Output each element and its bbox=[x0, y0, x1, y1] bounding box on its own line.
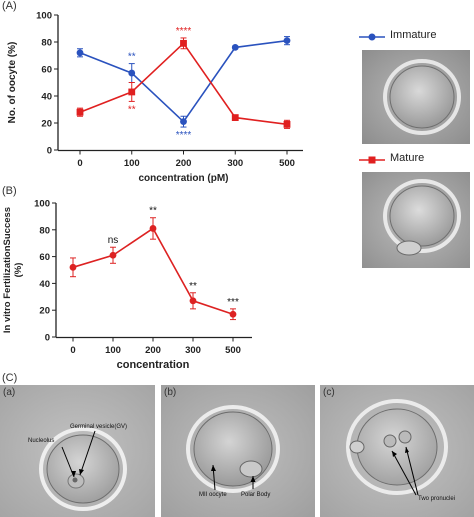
two-pronuclei-label: Two pronuclei bbox=[418, 496, 456, 502]
nucleolus-label: Nucleolus bbox=[28, 438, 55, 444]
panel-label-b: (B) bbox=[2, 185, 17, 197]
significance-label: *** bbox=[227, 297, 239, 308]
y-axis-label: (%) bbox=[13, 263, 24, 278]
micrograph-c-label: (c) bbox=[323, 387, 335, 398]
x-tick-label: 100 bbox=[105, 345, 121, 356]
significance-label: **** bbox=[176, 26, 192, 37]
y-tick-label: 20 bbox=[39, 306, 50, 317]
chart-b: 0 20 40 60 80 100 0 100 200 300 500 concentration In… bbox=[2, 199, 252, 371]
y-tick-label: 100 bbox=[34, 199, 50, 210]
y-tick-label: 40 bbox=[39, 279, 50, 290]
data-point bbox=[180, 118, 187, 126]
y-tick-label: 0 bbox=[45, 333, 50, 344]
data-point bbox=[69, 263, 77, 271]
polar-body-label: Polar Body bbox=[241, 492, 271, 498]
significance-label: ** bbox=[128, 52, 136, 63]
data-point bbox=[76, 49, 84, 57]
legend-mature-marker bbox=[359, 156, 385, 164]
x-tick-label: 300 bbox=[185, 345, 201, 356]
y-tick-label: 0 bbox=[47, 146, 52, 157]
x-tick-label: 200 bbox=[145, 345, 161, 356]
y-tick-label: 60 bbox=[41, 65, 52, 76]
y-tick-label: 100 bbox=[36, 11, 52, 22]
legend-immature-label: Immature bbox=[390, 29, 437, 41]
immature-oocyte-photo bbox=[362, 50, 470, 144]
data-point bbox=[231, 44, 239, 51]
y-tick-label: 80 bbox=[39, 225, 50, 236]
x-tick-label: 500 bbox=[279, 158, 295, 169]
significance-label: **** bbox=[176, 130, 192, 141]
data-point bbox=[109, 251, 117, 259]
legend-immature-marker bbox=[359, 33, 385, 41]
y-axis-label: No. of oocyte (%) bbox=[7, 42, 18, 124]
panel-label-c: (C) bbox=[2, 372, 18, 384]
significance-label: ns bbox=[108, 235, 119, 246]
micrograph-b-label: (b) bbox=[164, 387, 177, 398]
series-line-0 bbox=[72, 227, 234, 315]
data-point bbox=[283, 120, 291, 128]
data-point bbox=[189, 297, 197, 305]
micrograph-a-label: (a) bbox=[3, 387, 16, 398]
y-tick-label: 80 bbox=[41, 38, 52, 49]
data-point bbox=[283, 37, 291, 45]
significance-label: ** bbox=[149, 206, 157, 217]
panel-label-a: (A) bbox=[2, 0, 17, 12]
data-point bbox=[128, 69, 136, 77]
mature-oocyte-photo bbox=[362, 172, 470, 268]
x-tick-label: 300 bbox=[227, 158, 243, 169]
significance-label: ** bbox=[189, 281, 197, 292]
x-axis-label: concentration bbox=[117, 359, 190, 371]
micrograph-b: (b) MII oocyte Polar Body bbox=[161, 385, 315, 517]
x-tick-label: 0 bbox=[70, 345, 75, 356]
data-point bbox=[231, 114, 239, 121]
y-tick-label: 20 bbox=[41, 119, 52, 130]
y-axis-label: In vitro FertilizationSuccess bbox=[2, 207, 13, 333]
data-point bbox=[128, 88, 136, 96]
series-line-0 bbox=[79, 39, 288, 123]
x-tick-label: 0 bbox=[77, 158, 82, 169]
micrograph-c: (c) Two pronuclei bbox=[320, 385, 474, 517]
x-tick-label: 200 bbox=[176, 158, 192, 169]
x-axis-label: concentration (pM) bbox=[139, 173, 229, 184]
germinal-vesicle-label: Germinal vesicle(GV) bbox=[70, 424, 128, 430]
data-point bbox=[149, 225, 157, 232]
x-tick-label: 100 bbox=[124, 158, 140, 169]
x-tick-label: 500 bbox=[225, 345, 241, 356]
data-point bbox=[229, 310, 237, 318]
significance-label: ** bbox=[128, 104, 136, 115]
y-tick-label: 60 bbox=[39, 252, 50, 263]
chart-a: 0 20 40 60 80 100 0 100 200 300 500 concentration (… bbox=[7, 11, 303, 184]
legend-mature-label: Mature bbox=[390, 152, 425, 164]
data-point bbox=[180, 39, 187, 47]
series-line-1 bbox=[79, 42, 288, 126]
micrograph-a: (a) Nucleolus Germinal vesicle(GV) bbox=[0, 385, 155, 517]
y-tick-label: 40 bbox=[41, 92, 52, 103]
data-point bbox=[76, 108, 84, 116]
mii-oocyte-label: MII oocyte bbox=[199, 492, 227, 498]
